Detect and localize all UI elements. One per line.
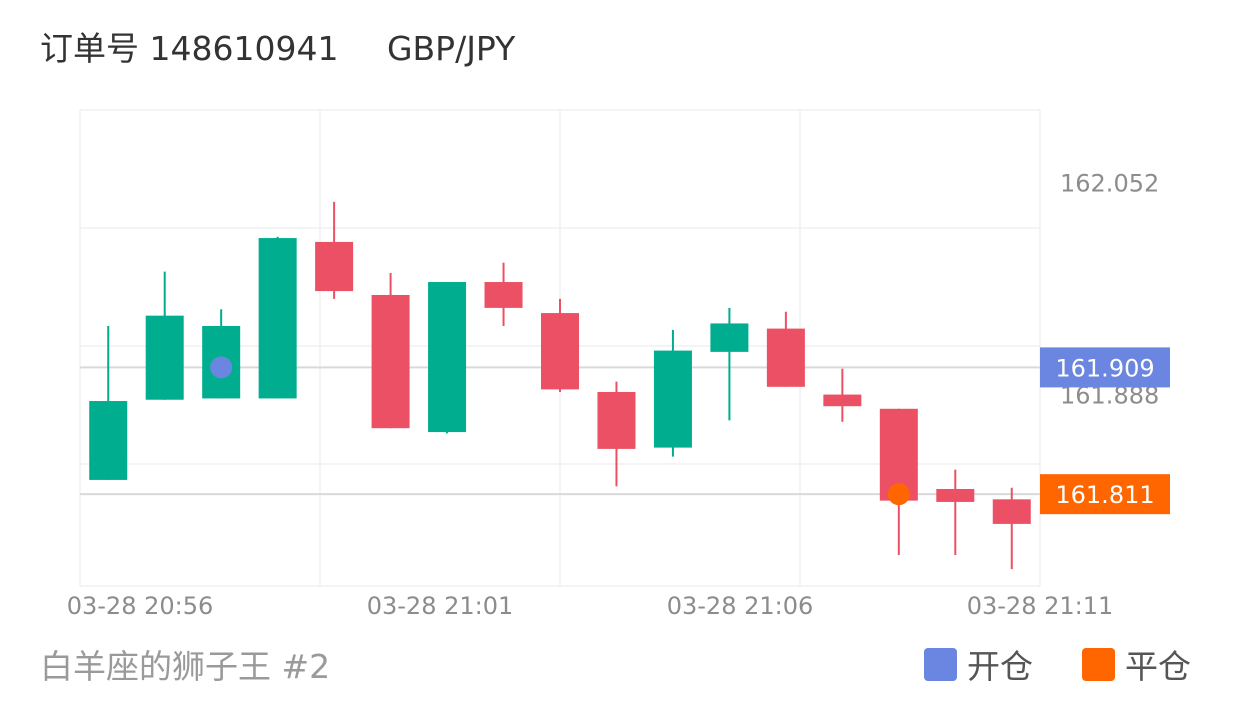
order-number: 148610941 bbox=[149, 29, 339, 68]
open-price-tag-bg bbox=[1040, 347, 1170, 388]
candle-body bbox=[823, 394, 862, 407]
x-tick-label: 03-28 21:06 bbox=[667, 592, 814, 620]
candle-body bbox=[428, 282, 467, 433]
candle bbox=[879, 408, 918, 555]
candle-body bbox=[145, 315, 184, 400]
legend-close-label: 平仓 bbox=[1125, 647, 1191, 686]
legend-close: 平仓 bbox=[1082, 640, 1191, 688]
x-axis: 03-28 20:56 03-28 21:01 03-28 21:06 03-28 2… bbox=[67, 592, 1114, 620]
y-tick-label: 162.052 bbox=[1060, 169, 1159, 197]
candle bbox=[766, 311, 805, 387]
open-trade-marker bbox=[210, 356, 233, 379]
candle bbox=[710, 307, 749, 421]
close-price-tag-label: 161.811 bbox=[1055, 481, 1154, 509]
candle bbox=[89, 326, 128, 480]
candle bbox=[823, 368, 862, 422]
legend-open-label: 开仓 bbox=[967, 647, 1033, 686]
close-trade-marker bbox=[887, 483, 910, 506]
candle-body bbox=[597, 391, 636, 449]
close-price-tag-bg bbox=[1040, 474, 1170, 515]
candle bbox=[936, 469, 975, 555]
candle-body bbox=[936, 488, 975, 502]
x-tick-label: 03-28 21:11 bbox=[967, 592, 1114, 620]
candle-body bbox=[710, 323, 749, 352]
symbol-label: GBP/JPY bbox=[386, 29, 516, 68]
candle bbox=[315, 201, 354, 299]
candle-body bbox=[653, 350, 692, 448]
candle-body bbox=[766, 328, 805, 387]
candle-body bbox=[541, 313, 579, 390]
candle bbox=[992, 487, 1031, 570]
candle bbox=[202, 309, 241, 399]
candle bbox=[145, 271, 184, 400]
x-tick-label: 03-28 21:01 bbox=[367, 592, 514, 620]
candle bbox=[371, 272, 410, 429]
trade-markers bbox=[210, 356, 910, 506]
candle bbox=[541, 298, 579, 392]
candle-body bbox=[258, 238, 297, 399]
close-price-tag: 161.811 bbox=[1040, 474, 1170, 515]
candle bbox=[258, 236, 297, 399]
candle-body bbox=[992, 499, 1031, 524]
candle bbox=[428, 282, 467, 434]
trader-name: 白羊座的狮子王 #2 bbox=[40, 647, 331, 686]
candle bbox=[484, 262, 523, 327]
candle-body bbox=[315, 241, 354, 292]
open-price-tag: 161.909 bbox=[1040, 347, 1170, 388]
legend-close-swatch bbox=[1082, 647, 1115, 681]
candle-body bbox=[371, 294, 410, 429]
candle-body bbox=[484, 282, 523, 308]
chart-header: 订单号 148610941 GBP/JPY bbox=[40, 22, 515, 70]
candle bbox=[653, 329, 692, 457]
legend-open: 开仓 bbox=[924, 640, 1033, 688]
candle-body bbox=[89, 401, 128, 480]
candle bbox=[597, 381, 636, 487]
order-label: 订单号 bbox=[40, 29, 139, 68]
legend-open-swatch bbox=[924, 647, 957, 681]
open-price-tag-label: 161.909 bbox=[1055, 354, 1154, 382]
candles bbox=[89, 201, 1031, 570]
x-tick-label: 03-28 20:56 bbox=[67, 592, 214, 620]
